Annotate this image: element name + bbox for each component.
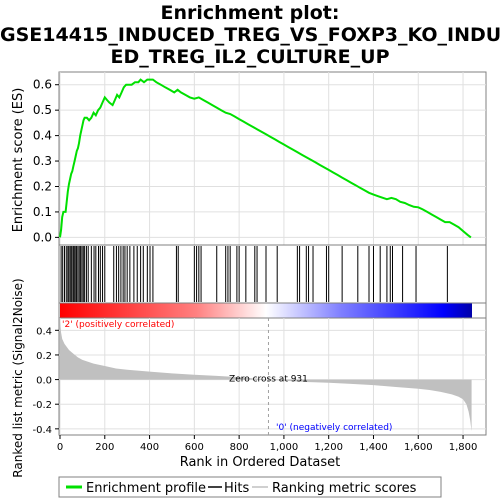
x-tick-label: 1,800 (449, 442, 478, 453)
es-tick-label: 0.0 (33, 230, 52, 244)
metric-tick-label: 0.2 (36, 351, 52, 362)
es-y-axis-label: Enrichment score (ES) (11, 88, 26, 233)
metric-y-ticks: -0.4 -0.2 0.0 0.2 0.4 (32, 326, 59, 436)
es-y-ticks: 0.0 0.1 0.2 0.3 0.4 0.5 0.6 (33, 78, 59, 244)
hits-group (60, 246, 448, 302)
x-tick-label: 400 (140, 442, 159, 453)
x-tick-label: 800 (230, 442, 249, 453)
rank-colour-bar (60, 303, 472, 318)
legend-hits-label: Hits (224, 481, 249, 496)
x-tick-label: 1,200 (314, 442, 343, 453)
x-tick-label: 1,600 (404, 442, 433, 453)
ranking-metric-area (60, 320, 472, 432)
es-tick-label: 0.1 (33, 205, 52, 219)
legend-profile-label: Enrichment profile (86, 481, 206, 496)
es-tick-label: 0.6 (33, 78, 52, 92)
legend-metric-label: Ranking metric scores (272, 481, 417, 496)
negative-correlation-label: '0' (negatively correlated) (276, 423, 392, 433)
zero-cross-label: Zero cross at 931 (229, 375, 308, 385)
es-tick-label: 0.3 (33, 154, 52, 168)
x-tick-label: 1,000 (270, 442, 299, 453)
es-tick-label: 0.5 (33, 103, 52, 117)
legend-box (58, 476, 442, 498)
x-tick-label: 0 (57, 442, 63, 453)
metric-y-axis-label: Ranked list metric (Signal2Noise) (11, 278, 25, 477)
x-tick-label: 600 (185, 442, 204, 453)
x-tick-label: 1,400 (359, 442, 388, 453)
positive-correlation-label: '2' (positively correlated) (62, 320, 174, 330)
x-ticks: 0 200 400 600 800 1,000 1,200 1,400 1,600 1,800 (57, 435, 478, 453)
es-tick-label: 0.4 (33, 129, 52, 143)
metric-tick-label: -0.2 (32, 400, 52, 411)
es-panel-frame (58, 71, 487, 246)
enrichment-profile-line (59, 78, 472, 239)
metric-tick-label: -0.4 (32, 425, 52, 436)
metric-tick-label: 0.0 (36, 376, 52, 387)
es-tick-label: 0.2 (33, 179, 52, 193)
metric-tick-label: 0.4 (36, 326, 52, 337)
chart-title-line-3: ED_TREG_IL2_CULTURE_UP (110, 46, 390, 68)
x-axis-label: Rank in Ordered Dataset (180, 455, 341, 470)
chart-title-line-1: Enrichment plot: (160, 2, 340, 24)
chart-title-line-2: GSE14415_INDUCED_TREG_VS_FOXP3_KO_INDUC (0, 24, 500, 46)
x-tick-label: 200 (95, 442, 114, 453)
